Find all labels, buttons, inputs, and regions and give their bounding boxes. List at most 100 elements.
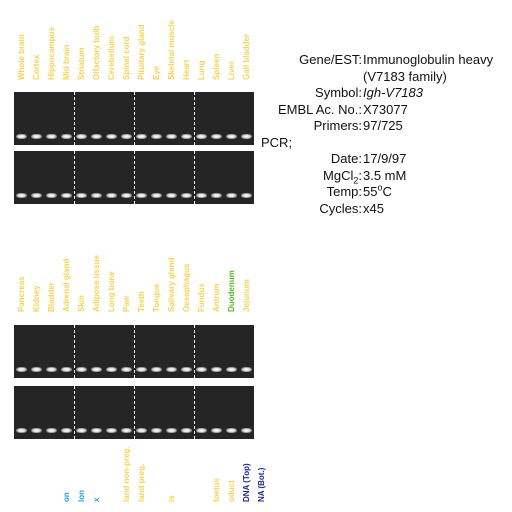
gel-band — [106, 134, 117, 139]
gel-band — [151, 193, 162, 198]
gel-band — [31, 428, 42, 433]
gel-band — [46, 367, 57, 372]
mgcl-row: MgCl2: 3.5 mM — [258, 168, 493, 185]
gel-band — [31, 134, 42, 139]
gel-band — [136, 193, 147, 198]
primers-row: Primers: 97/725 — [258, 118, 493, 135]
gel-band — [211, 134, 222, 139]
tissue-labels-panel-1: Whole brain Cortex Hippocampus Mid brain Str… — [17, 19, 251, 80]
gel-band — [16, 134, 27, 139]
gel-image-panel-1-top — [14, 92, 254, 145]
embl-key: EMBL Ac. No.: — [277, 101, 362, 117]
primers-value: 97/725 — [363, 118, 403, 133]
lane-separator — [134, 92, 135, 145]
mgcl-value: 3.5 mM — [363, 167, 407, 183]
gel-band — [91, 367, 102, 372]
gel-band — [211, 428, 222, 433]
gel-band — [106, 428, 117, 433]
gel-band — [241, 193, 252, 198]
gel-band — [31, 193, 42, 198]
lane-separator — [74, 92, 75, 145]
pcr-row: PCR; — [258, 135, 493, 152]
gel-band — [121, 193, 132, 198]
gel-band — [166, 367, 177, 372]
gel-band — [136, 428, 147, 433]
gel-image-panel-2-top — [14, 325, 254, 378]
gel-band — [91, 134, 102, 139]
gel-band — [181, 428, 192, 433]
gene-row-cont: (V7183 family) — [258, 69, 493, 86]
gel-band — [46, 428, 57, 433]
gel-band — [76, 134, 87, 139]
gel-band — [31, 367, 42, 372]
gel-band — [76, 367, 87, 372]
gel-band — [181, 367, 192, 372]
lane-separator — [74, 386, 75, 439]
lane-separator — [134, 325, 135, 378]
mgcl-key: MgCl2: — [323, 167, 362, 186]
gel-band — [61, 134, 72, 139]
gel-band — [151, 134, 162, 139]
date-key: Date: — [330, 151, 362, 166]
gel-band — [226, 193, 237, 198]
gel-image-panel-1-bottom — [14, 151, 254, 204]
gel-band — [211, 193, 222, 198]
gel-band — [76, 428, 87, 433]
lane-separator — [194, 386, 195, 439]
lane-separator — [194, 151, 195, 204]
gel-band — [151, 428, 162, 433]
gel-band — [196, 134, 207, 139]
gel-band — [196, 428, 207, 433]
gene-key: Gene/EST: — [299, 52, 362, 67]
lane-separator — [134, 151, 135, 204]
gene-value: Immunoglobulin heavy — [363, 52, 494, 67]
pcr-label: PCR; — [261, 134, 293, 150]
gel-band — [226, 367, 237, 372]
gel-band — [16, 428, 27, 433]
gel-band — [226, 134, 237, 139]
gel-band — [106, 367, 117, 372]
gel-band — [226, 428, 237, 433]
gel-band — [241, 367, 252, 372]
gel-band — [121, 367, 132, 372]
gel-band — [211, 367, 222, 372]
date-value: 17/9/97 — [363, 151, 407, 166]
cycles-row: Cycles: x45 — [258, 201, 493, 218]
lane-separator — [194, 92, 195, 145]
gel-band — [16, 193, 27, 198]
gel-band — [106, 193, 117, 198]
embl-row: EMBL Ac. No.: X73077 — [258, 102, 493, 119]
gel-band — [166, 428, 177, 433]
tissue-labels-panel-3: on lon x land non-preg. land preg. is foetus od… — [62, 446, 266, 502]
gel-band — [151, 367, 162, 372]
gel-band — [46, 134, 57, 139]
gel-band — [136, 367, 147, 372]
cycles-value: x45 — [363, 200, 384, 216]
gel-band — [91, 193, 102, 198]
gel-band — [121, 428, 132, 433]
gel-band — [76, 193, 87, 198]
gene-info-block: Gene/EST: Immunoglobulin heavy (V7183 fa… — [258, 52, 493, 217]
gel-band — [166, 193, 177, 198]
gel-band — [241, 428, 252, 433]
gel-band — [181, 134, 192, 139]
tissue-labels-panel-2: Pancreas Kidney Bladder Adrenal gland Skin Ad… — [17, 255, 251, 312]
cycles-key: Cycles: — [319, 200, 362, 216]
gene-row: Gene/EST: Immunoglobulin heavy — [258, 52, 493, 69]
gel-band — [91, 428, 102, 433]
embl-value: X73077 — [363, 101, 408, 117]
symbol-row: Symbol: Igh-V7183 — [258, 85, 493, 102]
lane-separator — [74, 151, 75, 204]
symbol-key: Symbol: — [315, 85, 362, 100]
lane-separator — [134, 386, 135, 439]
gene-value-family: (V7183 family) — [363, 68, 447, 84]
gel-band — [61, 367, 72, 372]
gel-band — [46, 193, 57, 198]
gel-band — [61, 428, 72, 433]
gel-band — [181, 193, 192, 198]
gel-band — [166, 134, 177, 139]
temp-row: Temp: 55oC — [258, 183, 493, 201]
gel-band — [136, 134, 147, 139]
date-row: Date: 17/9/97 — [258, 151, 493, 168]
gel-image-panel-2-bottom — [14, 386, 254, 439]
